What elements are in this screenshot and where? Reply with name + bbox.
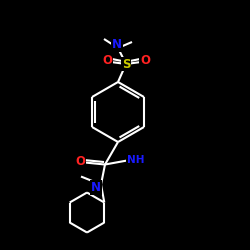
Text: N: N	[112, 38, 122, 52]
Text: S: S	[122, 58, 130, 70]
Text: O: O	[102, 54, 112, 68]
Text: O: O	[140, 54, 150, 68]
Text: O: O	[75, 155, 85, 168]
Text: NH: NH	[127, 154, 145, 164]
Text: N: N	[91, 181, 101, 194]
